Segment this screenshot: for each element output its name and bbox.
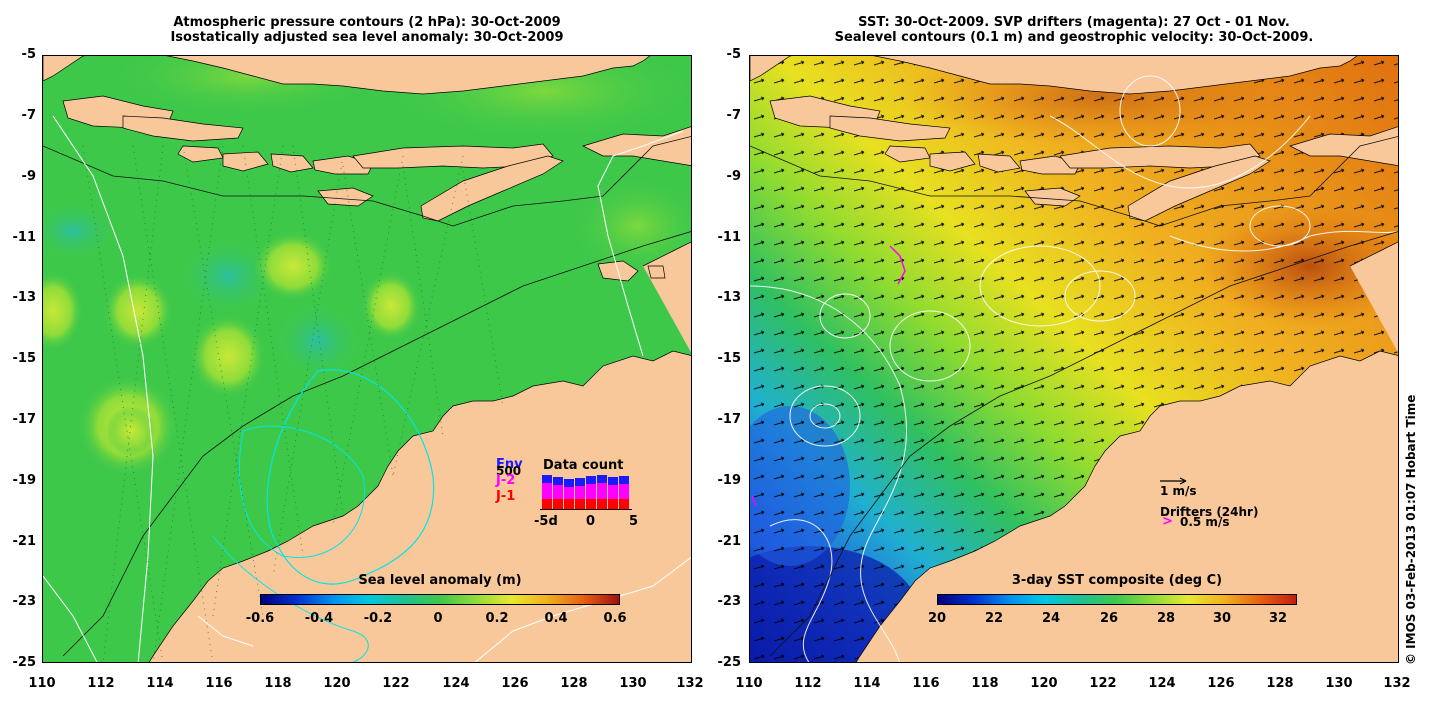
right-x-tick: 122: [1089, 676, 1117, 691]
left-colorbar-tick: -0.4: [304, 611, 334, 626]
left-x-tick: 120: [323, 676, 351, 691]
right-x-tick: 110: [735, 676, 763, 691]
drifters-legend-value: 0.5 m/s: [1180, 515, 1230, 529]
data-count-legend-env: Env: [496, 457, 523, 472]
velocity-legend-arrow: [1160, 477, 1187, 485]
left-x-tick: 126: [501, 676, 529, 691]
right-x-tick: 114: [853, 676, 881, 691]
left-x-tick: 118: [264, 676, 292, 691]
right-x-tick: 130: [1325, 676, 1353, 691]
right-colorbar-tick: 32: [1268, 611, 1288, 626]
left-y-tick: -17: [12, 412, 37, 427]
data-count-legend-j1: J-1: [496, 489, 516, 504]
right-x-tick: 120: [1030, 676, 1058, 691]
right-y-tick: -9: [726, 169, 741, 184]
left-x-tick: 110: [28, 676, 56, 691]
drifter-track: [751, 495, 757, 507]
right-x-tick: 132: [1383, 676, 1411, 691]
right-colorbar-tick: 26: [1099, 611, 1119, 626]
right-colorbar-title: 3-day SST composite (deg C): [1011, 573, 1223, 588]
left-x-tick: 122: [382, 676, 410, 691]
data-count-legend-j2: J-2: [496, 473, 516, 488]
sea-level-anomaly-map: [42, 55, 692, 663]
left-x-tick: 112: [87, 676, 115, 691]
right-colorbar-tick: 20: [927, 611, 947, 626]
left-title-line1: Atmospheric pressure contours (2 hPa): 3…: [173, 15, 561, 30]
left-colorbar-tick: 0: [433, 611, 443, 626]
right-x-tick: 118: [971, 676, 999, 691]
data-count-bars: [542, 475, 629, 509]
left-colorbar-tick: 0.2: [485, 611, 509, 626]
left-x-tick: 124: [442, 676, 470, 691]
sea-level-anomaly-map-graphic: [43, 56, 691, 662]
right-y-tick: -5: [726, 47, 741, 62]
data-count-xtick-neg5: -5d: [534, 514, 558, 529]
right-x-tick: 126: [1207, 676, 1235, 691]
left-y-tick: -23: [12, 594, 37, 609]
right-y-tick: -17: [717, 412, 742, 427]
left-x-tick: 130: [619, 676, 647, 691]
left-x-tick: 116: [205, 676, 233, 691]
left-x-tick: 128: [560, 676, 588, 691]
left-y-tick: -21: [12, 534, 37, 549]
left-colorbar-tick: -0.2: [363, 611, 393, 626]
right-colorbar-tick: 30: [1212, 611, 1232, 626]
data-count-title: Data count: [543, 458, 624, 473]
right-y-tick: -15: [717, 351, 742, 366]
left-colorbar-tick: 0.4: [544, 611, 568, 626]
left-y-tick: -11: [12, 230, 37, 245]
left-colorbar-title: Sea level anomaly (m): [358, 573, 522, 588]
copyright-text: © IMOS 03-Feb-2013 01:07 Hobart Time: [1404, 394, 1418, 665]
data-count-xtick-5: 5: [629, 514, 639, 529]
right-x-tick: 116: [912, 676, 940, 691]
right-y-tick: -25: [717, 655, 742, 670]
drifters-legend-title: Drifters (24hr): [1160, 505, 1259, 519]
right-y-tick: -21: [717, 534, 742, 549]
left-y-tick: -15: [12, 351, 37, 366]
sst-map-graphic: [750, 56, 1398, 662]
right-y-tick: -23: [717, 594, 742, 609]
velocity-legend-label: 1 m/s: [1160, 484, 1197, 498]
right-x-tick: 124: [1148, 676, 1176, 691]
right-y-tick: -13: [717, 290, 742, 305]
right-y-tick: -7: [726, 108, 741, 123]
right-title-line1: SST: 30-Oct-2009. SVP drifters (magenta)…: [858, 15, 1290, 30]
right-x-tick: 128: [1266, 676, 1294, 691]
left-x-tick: 132: [676, 676, 704, 691]
left-y-tick: -25: [12, 655, 37, 670]
sst-map: [749, 55, 1399, 663]
left-colorbar-tick: 0.6: [603, 611, 627, 626]
drifters-legend-marker: >: [1162, 514, 1173, 529]
sst-colorbar: [937, 594, 1297, 605]
right-colorbar-tick: 24: [1041, 611, 1061, 626]
left-x-tick: 114: [146, 676, 174, 691]
right-colorbar-tick: 28: [1156, 611, 1176, 626]
data-count-xtick-0: 0: [586, 514, 596, 529]
left-title-line2: Isostatically adjusted sea level anomaly…: [170, 30, 564, 45]
drifter-track: [889, 245, 906, 285]
right-y-tick: -19: [717, 473, 742, 488]
right-title-line2: Sealevel contours (0.1 m) and geostrophi…: [834, 30, 1314, 45]
data-count-scale-label: 500: [496, 464, 522, 478]
right-y-tick: -11: [717, 230, 742, 245]
left-y-tick: -13: [12, 290, 37, 305]
left-colorbar-tick: -0.6: [245, 611, 275, 626]
right-x-tick: 112: [794, 676, 822, 691]
data-count-histogram: [540, 475, 632, 510]
left-y-tick: -5: [21, 47, 36, 62]
sea-level-colorbar: [260, 594, 620, 605]
left-y-tick: -9: [21, 169, 36, 184]
left-y-tick: -7: [21, 108, 36, 123]
right-colorbar-tick: 22: [984, 611, 1004, 626]
left-y-tick: -19: [12, 473, 37, 488]
